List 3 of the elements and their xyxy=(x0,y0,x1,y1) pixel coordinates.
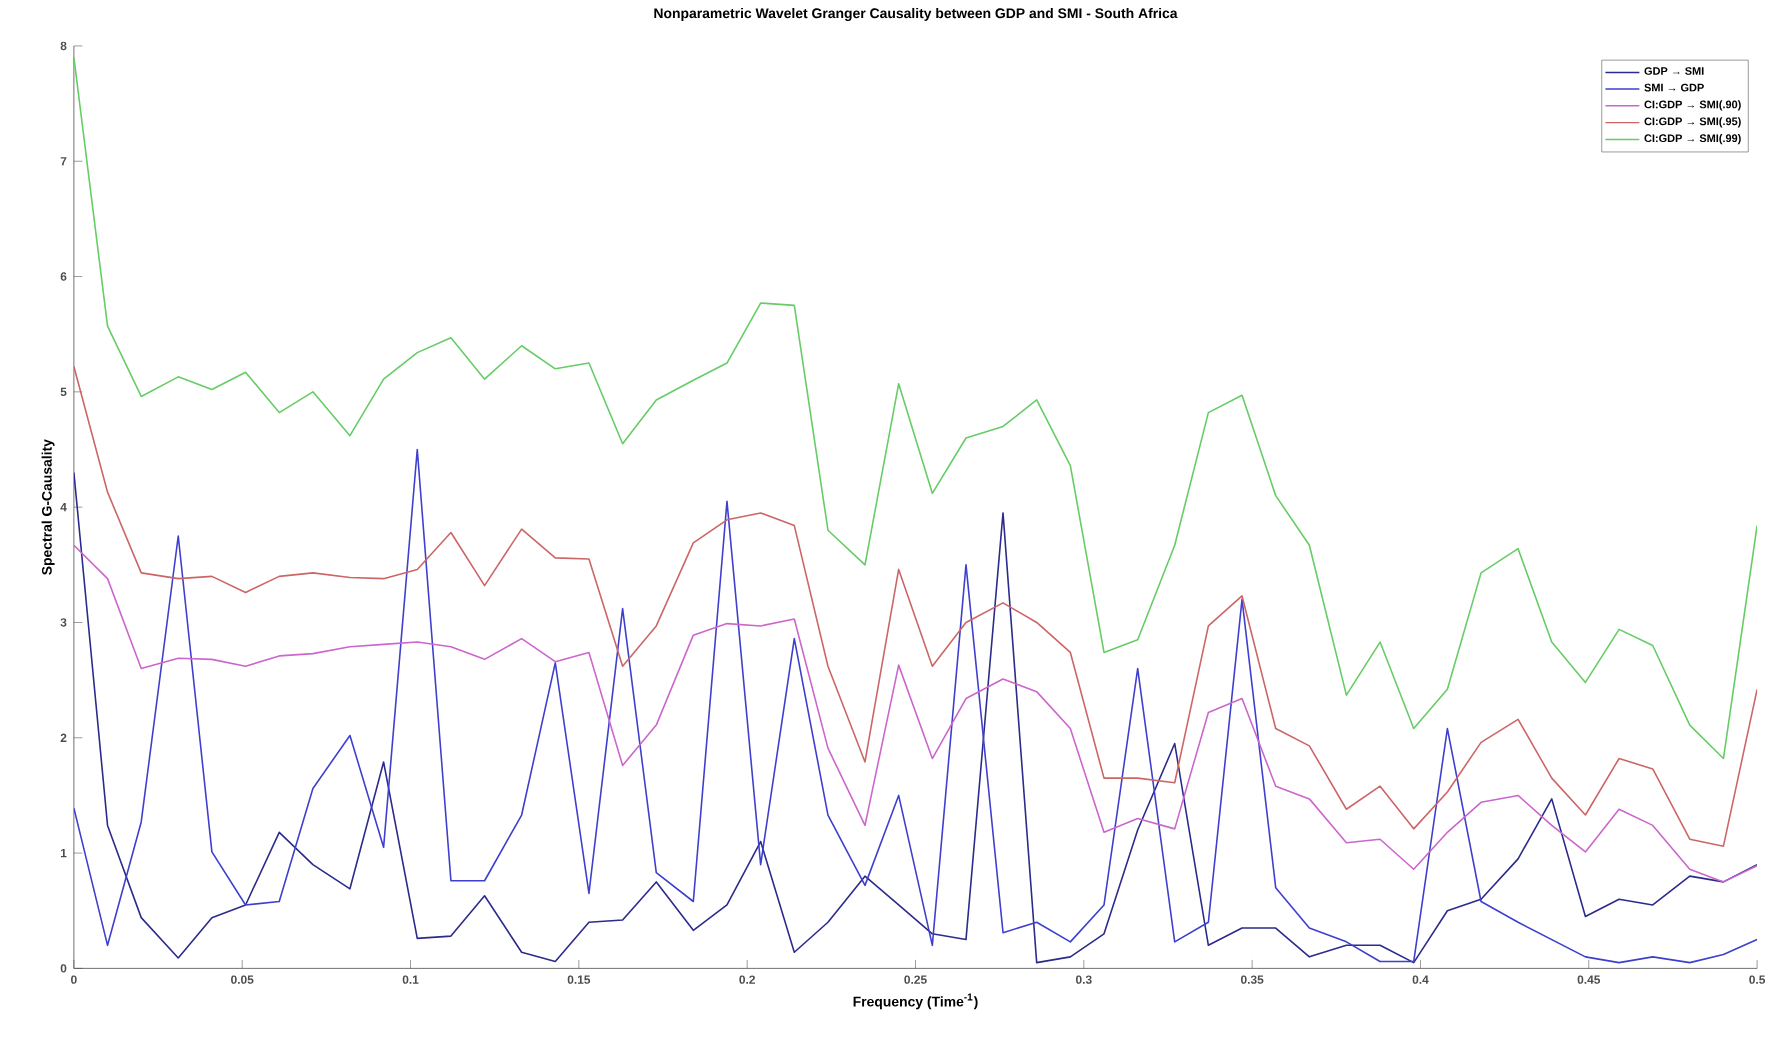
line-series xyxy=(73,544,1758,883)
line-series xyxy=(73,56,1758,760)
line-series xyxy=(73,365,1758,847)
